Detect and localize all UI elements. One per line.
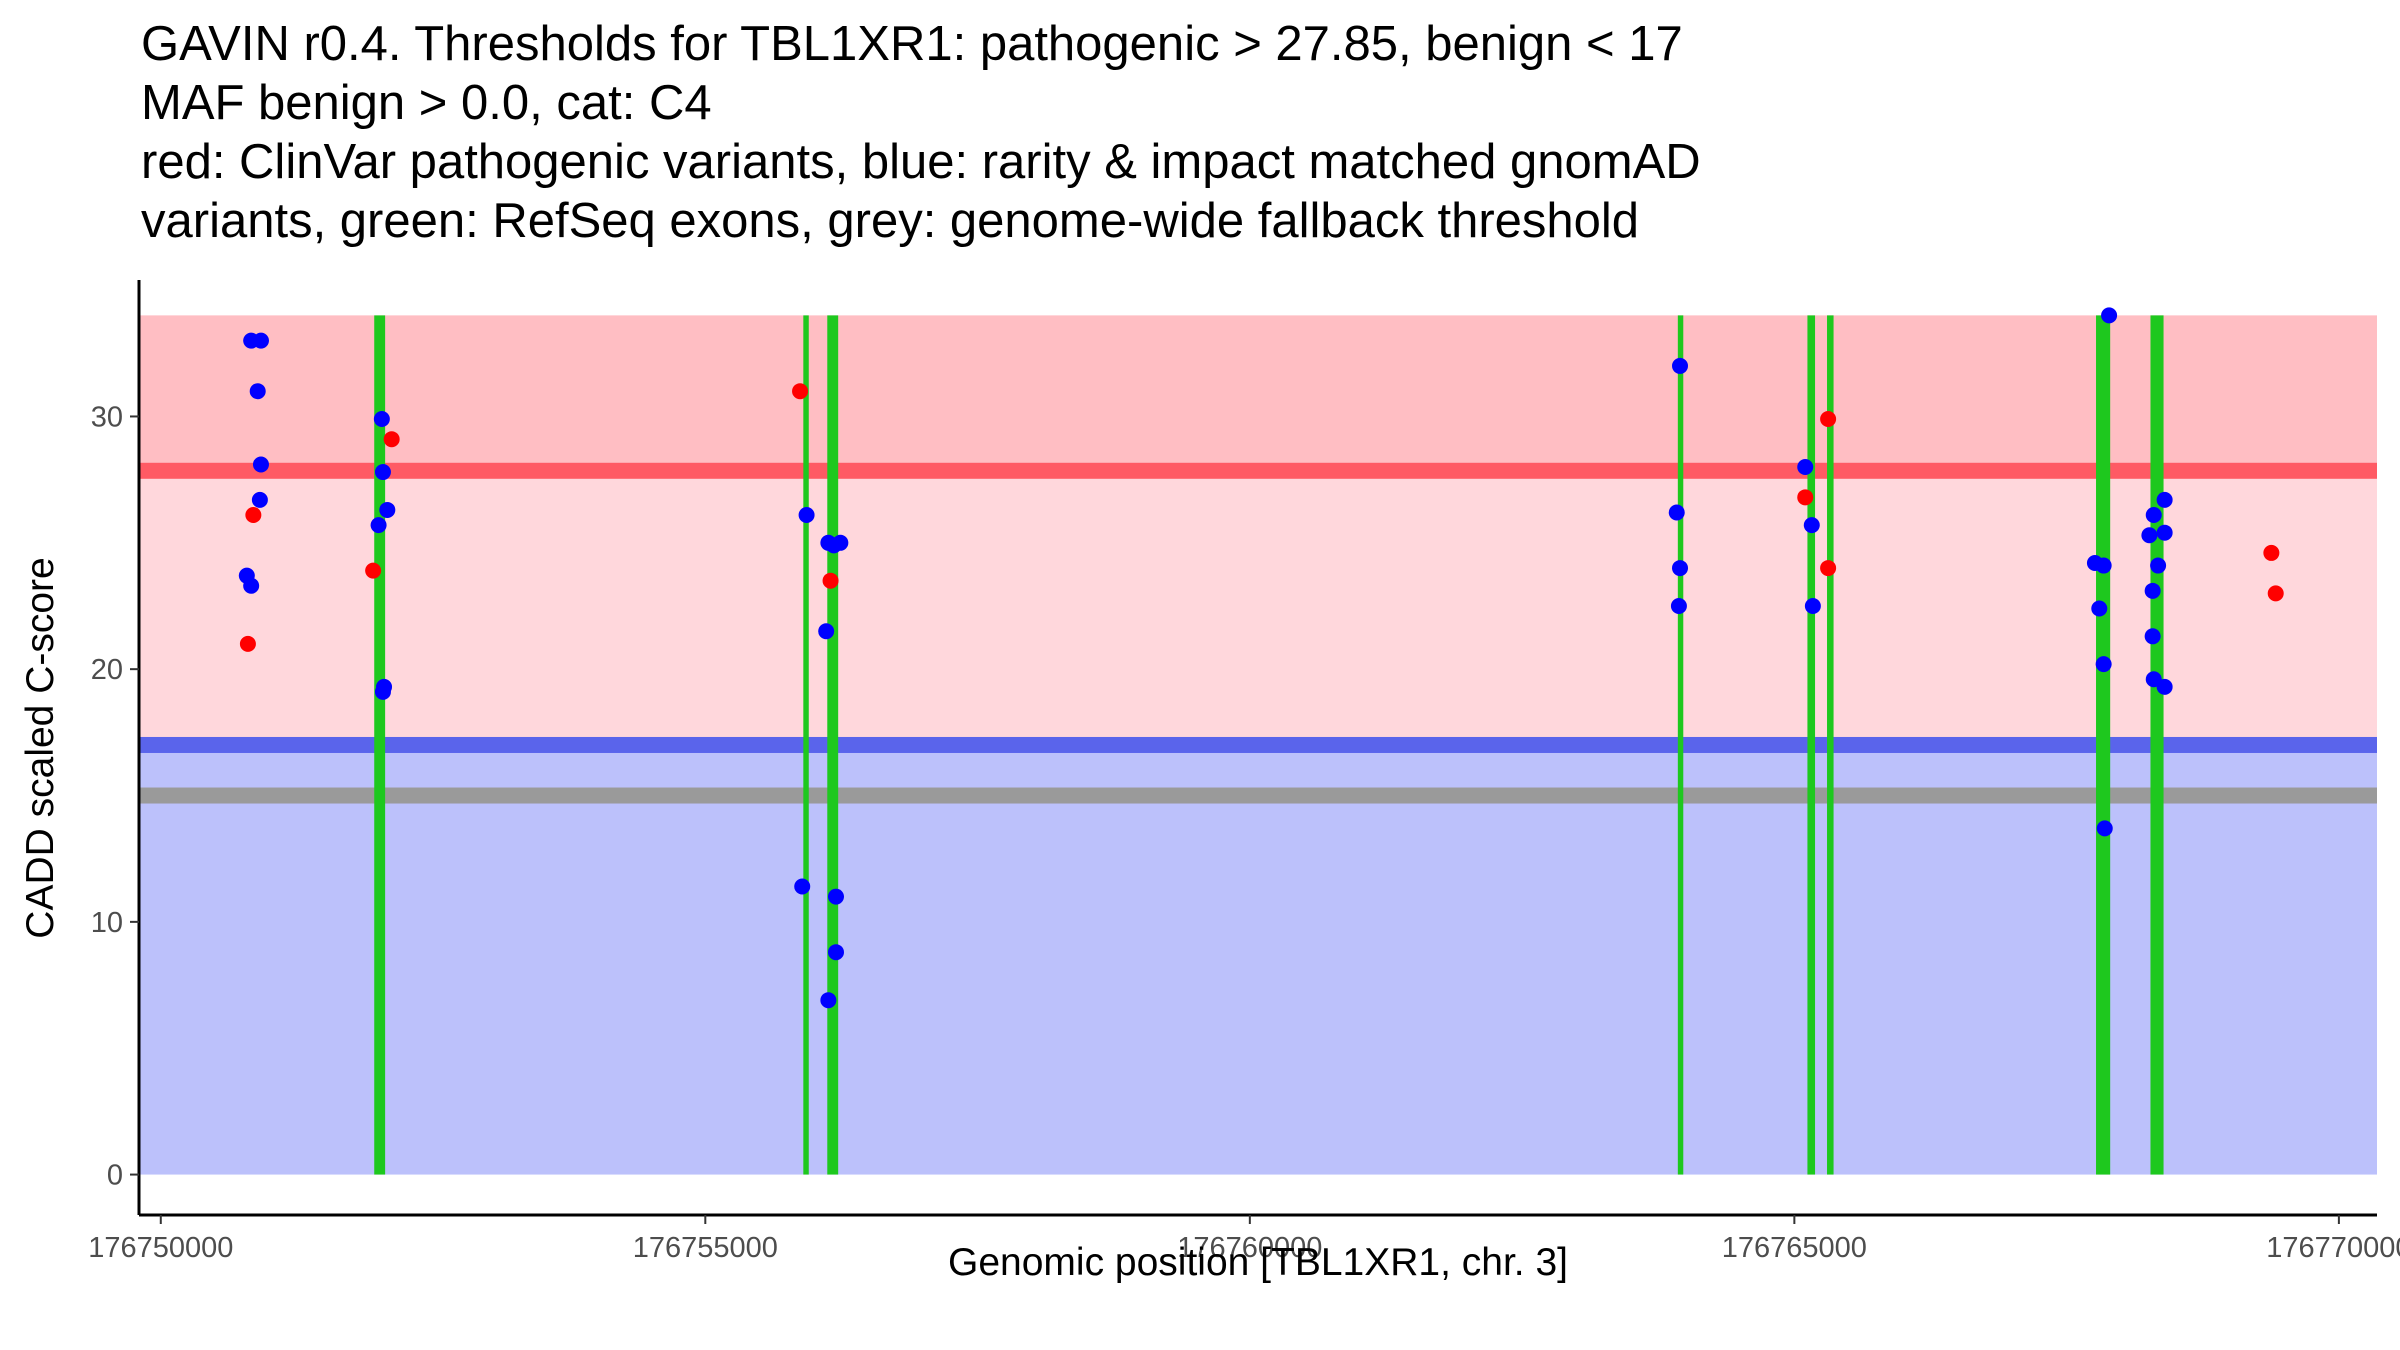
y-axis: 0 10 20 30 bbox=[91, 401, 139, 1192]
gnomad-point bbox=[2156, 678, 2173, 695]
x-tick-label: 176760000 bbox=[1177, 1232, 1322, 1264]
x-axis-title: Genomic position [TBL1XR1, chr. 3] bbox=[948, 1241, 1568, 1284]
gnomad-point bbox=[1804, 597, 1821, 614]
uncertain-region bbox=[140, 470, 2377, 745]
clinvar-point bbox=[2267, 585, 2284, 602]
gnomad-point bbox=[379, 501, 396, 518]
exon-bar bbox=[803, 315, 809, 1175]
gnomad-point bbox=[827, 888, 844, 905]
clinvar-point bbox=[383, 431, 400, 448]
gnomad-point bbox=[2095, 656, 2112, 673]
y-tick-label: 10 bbox=[91, 907, 123, 939]
gnomad-point bbox=[2144, 628, 2161, 645]
clinvar-point bbox=[2263, 544, 2280, 561]
gnomad-point bbox=[1668, 504, 1685, 521]
gnomad-series bbox=[238, 307, 2173, 1009]
gnomad-point bbox=[2095, 557, 2112, 574]
exon-bar bbox=[2150, 315, 2164, 1175]
gnomad-point bbox=[1803, 517, 1820, 534]
exon-bar bbox=[2096, 315, 2111, 1175]
x-axis: 176750000 176755000 176760000 176765000 1767… bbox=[88, 1215, 2400, 1264]
gnomad-point bbox=[252, 456, 269, 473]
gnomad-point bbox=[832, 534, 849, 551]
clinvar-point bbox=[239, 635, 256, 652]
exon-bar bbox=[1827, 315, 1834, 1175]
gnomad-point bbox=[2141, 527, 2158, 544]
gnomad-point bbox=[1672, 560, 1689, 577]
chart-title: GAVIN r0.4. Thresholds for TBL1XR1: path… bbox=[141, 17, 1701, 248]
y-tick-label: 0 bbox=[107, 1160, 123, 1192]
pathogenic-threshold bbox=[140, 462, 2377, 479]
x-tick-label: 176770000 bbox=[2266, 1232, 2400, 1264]
exon-bar bbox=[1807, 315, 1816, 1175]
gnomad-point bbox=[2145, 507, 2162, 524]
x-tick-label: 176750000 bbox=[88, 1232, 233, 1264]
clinvar-point bbox=[1820, 560, 1837, 577]
gnomad-point bbox=[374, 464, 391, 481]
gnomad-point bbox=[374, 683, 391, 700]
clinvar-point bbox=[1797, 489, 1814, 506]
benign-threshold bbox=[140, 736, 2377, 753]
clinvar-point bbox=[1820, 410, 1837, 427]
pathogenic-region bbox=[140, 315, 2377, 471]
gnomad-point bbox=[370, 517, 387, 534]
x-tick-label: 176765000 bbox=[1722, 1232, 1867, 1264]
title-line-1: GAVIN r0.4. Thresholds for TBL1XR1: path… bbox=[141, 17, 1683, 71]
gnomad-point bbox=[798, 507, 815, 524]
clinvar-point bbox=[792, 383, 809, 400]
gnomad-point bbox=[2091, 600, 2108, 617]
y-axis-title: CADD scaled C-score bbox=[19, 557, 62, 938]
gnomad-point bbox=[2156, 524, 2173, 541]
gnomad-point bbox=[252, 332, 269, 349]
gnomad-point bbox=[1672, 357, 1689, 374]
fallback-threshold bbox=[140, 787, 2377, 804]
benign-region bbox=[140, 744, 2377, 1175]
y-tick-label: 30 bbox=[91, 401, 123, 433]
plot-area bbox=[140, 307, 2377, 1175]
gnomad-point bbox=[1797, 459, 1814, 475]
clinvar-point bbox=[365, 562, 382, 579]
gnomad-point bbox=[2096, 820, 2113, 837]
title-line-3: red: ClinVar pathogenic variants, blue: … bbox=[141, 135, 1701, 189]
clinvar-series bbox=[239, 383, 2284, 652]
gnomad-point bbox=[2156, 491, 2173, 508]
clinvar-point bbox=[822, 572, 839, 589]
gnomad-point bbox=[820, 992, 837, 1009]
exon-bar bbox=[374, 315, 386, 1175]
gnomad-point bbox=[251, 491, 268, 508]
gnomad-point bbox=[1670, 597, 1687, 614]
gnomad-point bbox=[818, 623, 835, 640]
gnomad-point bbox=[794, 878, 811, 895]
gnomad-point bbox=[2101, 307, 2118, 324]
gnomad-point bbox=[2150, 557, 2167, 574]
gnomad-point bbox=[2144, 582, 2161, 599]
gnomad-point bbox=[373, 410, 390, 427]
gnomad-point bbox=[827, 944, 844, 961]
gnomad-point bbox=[249, 383, 266, 400]
exon-bar bbox=[827, 315, 839, 1175]
gnomad-point bbox=[243, 577, 260, 594]
exon-bar bbox=[1677, 315, 1684, 1175]
y-tick-label: 20 bbox=[91, 654, 123, 686]
x-tick-label: 176755000 bbox=[633, 1232, 778, 1264]
title-line-2: MAF benign > 0.0, cat: C4 bbox=[141, 76, 712, 130]
title-line-4: variants, green: RefSeq exons, grey: gen… bbox=[141, 194, 1639, 248]
clinvar-point bbox=[245, 507, 262, 524]
